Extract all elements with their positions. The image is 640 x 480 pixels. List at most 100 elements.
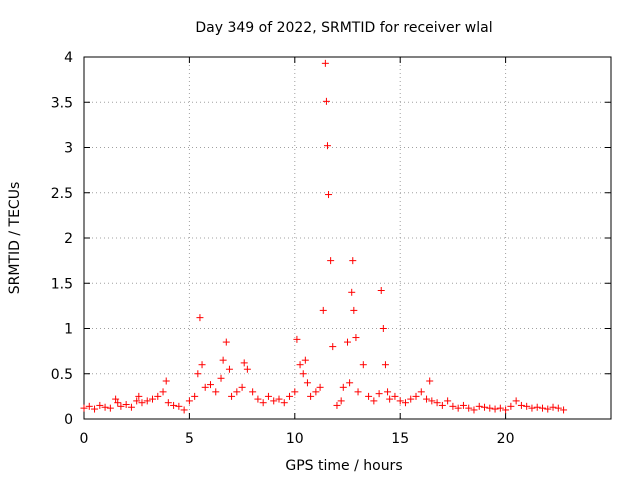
data-point (225, 365, 233, 373)
data-point (238, 383, 246, 391)
data-point (299, 370, 307, 378)
data-point (101, 403, 109, 411)
data-point (122, 401, 130, 409)
y-tick-label: 1.5 (51, 276, 73, 292)
data-point (396, 397, 404, 405)
data-point (465, 404, 473, 412)
data-point (162, 377, 170, 385)
data-point (243, 365, 251, 373)
data-point (470, 406, 478, 414)
data-point (291, 388, 299, 396)
data-point (379, 325, 387, 332)
data-point (528, 404, 536, 412)
data-point (348, 288, 356, 296)
data-point (233, 388, 241, 396)
data-point (401, 399, 409, 407)
data-point (349, 257, 357, 265)
data-point (407, 395, 415, 403)
data-point (486, 404, 494, 412)
data-point (264, 392, 272, 400)
data-point (175, 402, 183, 410)
data-point (544, 405, 552, 413)
data-point (325, 191, 333, 199)
data-point (496, 404, 504, 412)
data-point (321, 59, 329, 67)
data-point (352, 334, 360, 342)
data-point (222, 338, 230, 346)
data-point (449, 402, 457, 410)
data-point (491, 405, 499, 413)
data-point (417, 388, 425, 396)
data-point (185, 397, 193, 405)
data-point (538, 404, 546, 412)
data-point (112, 395, 120, 403)
data-point (240, 359, 248, 367)
x-tick-label: 5 (185, 431, 194, 447)
data-point (517, 401, 525, 409)
y-axis-label: SRMTID / TECUs (7, 182, 23, 295)
y-tick-label: 0.5 (51, 367, 73, 383)
x-tick-label: 10 (286, 431, 304, 447)
y-tick-label: 1 (64, 322, 73, 338)
data-point (384, 388, 392, 396)
data-point (194, 370, 202, 378)
data-point (296, 361, 304, 369)
data-point (354, 388, 362, 396)
data-point (346, 379, 354, 387)
data-point (254, 395, 262, 403)
data-point (350, 306, 358, 314)
data-point (386, 395, 394, 403)
data-point (217, 374, 225, 382)
x-tick-label: 20 (497, 431, 515, 447)
data-point (549, 403, 557, 411)
data-point (428, 397, 436, 405)
data-point (85, 402, 93, 410)
data-point (159, 388, 167, 396)
data-point (375, 390, 383, 398)
data-point (143, 397, 151, 405)
data-point (433, 399, 441, 407)
data-point (339, 383, 347, 391)
data-point (391, 392, 399, 400)
data-point (133, 397, 141, 405)
axis-ticks: 0 0.5 1 1.5 2 2.5 3 3.5 4 0 5 10 15 20 (51, 50, 611, 447)
data-point (114, 399, 122, 407)
data-point (307, 392, 315, 400)
data-point (303, 379, 311, 387)
plot-frame (83, 56, 612, 420)
data-point (301, 356, 309, 364)
data-point (180, 406, 188, 414)
y-tick-label: 0 (64, 412, 73, 428)
data-point (270, 397, 278, 405)
data-point (554, 404, 562, 412)
data-point (444, 397, 452, 405)
data-point (370, 397, 378, 405)
data-point (201, 383, 209, 391)
data-point (475, 402, 483, 410)
data-point (359, 361, 367, 369)
data-point (507, 402, 515, 410)
data-point (212, 388, 220, 396)
y-tick-label: 4 (64, 50, 73, 66)
data-point (259, 399, 267, 407)
data-point (164, 399, 172, 407)
data-point (319, 306, 327, 314)
data-point (249, 388, 257, 396)
y-tick-label: 2 (64, 231, 73, 247)
data-point (381, 361, 389, 369)
data-point (91, 405, 99, 413)
data-point (316, 383, 324, 391)
data-point (323, 142, 331, 150)
data-point (523, 402, 531, 410)
data-point (170, 401, 178, 409)
data-point (80, 404, 88, 412)
chart-title: Day 349 of 2022, SRMTID for receiver wla… (195, 20, 492, 36)
data-point (286, 392, 294, 400)
x-tick-label: 0 (80, 431, 89, 447)
data-point (337, 397, 345, 405)
x-tick-label: 15 (391, 431, 409, 447)
gridlines (84, 57, 611, 419)
data-point (219, 356, 227, 364)
data-point (138, 399, 146, 407)
